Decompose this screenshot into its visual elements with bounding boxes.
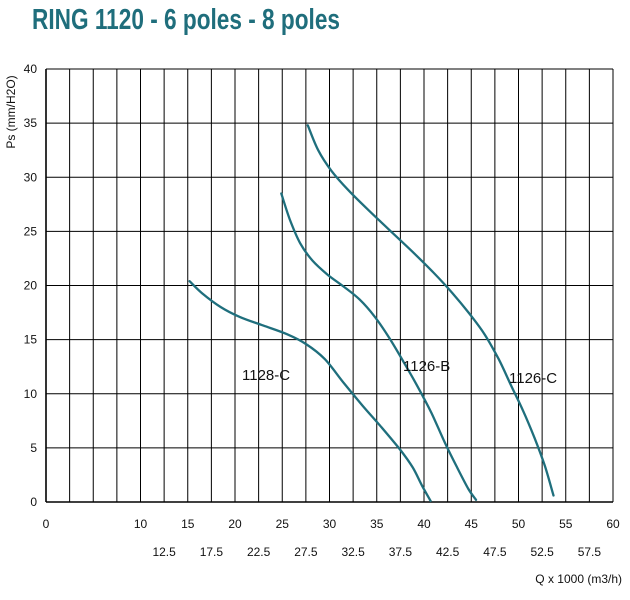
- y-tick-label: 35: [24, 116, 38, 130]
- curve-label-1128-c: 1128-C: [242, 367, 290, 384]
- curve-label-1126-b: 1126-B: [403, 358, 450, 375]
- x-tick-label: 30: [323, 517, 337, 531]
- x-tick-label: 10: [134, 517, 148, 531]
- x-minor-tick-label: 22.5: [247, 545, 271, 559]
- grid: [45, 68, 614, 503]
- x-tick-label: 15: [181, 517, 195, 531]
- x-tick-label: 25: [276, 517, 290, 531]
- y-tick-label: 20: [24, 279, 38, 293]
- x-tick-label: 20: [228, 517, 242, 531]
- y-axis-title: Ps (mm/H2O): [4, 75, 18, 148]
- x-tick-label: 55: [559, 517, 573, 531]
- x-minor-tick-label: 52.5: [530, 545, 554, 559]
- x-tick-label: 60: [606, 517, 620, 531]
- curve-1126-b: [280, 192, 478, 501]
- x-tick-label: 35: [370, 517, 384, 531]
- y-tick-label: 40: [24, 62, 38, 76]
- x-minor-tick-label: 27.5: [294, 545, 318, 559]
- x-tick-label: 50: [512, 517, 526, 531]
- x-minor-tick-label: 17.5: [200, 545, 224, 559]
- x-tick-label: 40: [417, 517, 431, 531]
- x-axis-title: Q x 1000 (m3/h): [535, 572, 622, 586]
- y-tick-label: 15: [24, 333, 38, 347]
- x-minor-tick-label: 32.5: [341, 545, 365, 559]
- y-tick-label: 25: [24, 224, 38, 238]
- x-minor-tick-label: 47.5: [483, 545, 507, 559]
- x-minor-tick-label: 57.5: [578, 545, 602, 559]
- chart-title: RING 1120 - 6 poles - 8 poles: [32, 4, 341, 36]
- curve-label-1126-c: 1126-C: [509, 370, 557, 387]
- x-minor-tick-label: 37.5: [389, 545, 413, 559]
- x-tick-label: 45: [465, 517, 479, 531]
- performance-curves: 1128-C 1126-B 1126-C: [188, 124, 557, 503]
- y-tick-label: 10: [24, 387, 38, 401]
- y-tick-label: 5: [30, 441, 37, 455]
- y-tick-label: 0: [30, 495, 37, 509]
- tick-labels: 0 5 10 15 20 25 30 35 40 0 10 15 20 25 30 35 40 45 50 55 60 1…: [24, 62, 620, 559]
- curve-1126-c: [306, 124, 555, 497]
- x-minor-tick-label: 42.5: [436, 545, 460, 559]
- curve-1128-c: [188, 280, 432, 503]
- y-tick-label: 30: [24, 170, 38, 184]
- x-tick-label: 0: [43, 517, 50, 531]
- x-minor-tick-label: 12.5: [152, 545, 176, 559]
